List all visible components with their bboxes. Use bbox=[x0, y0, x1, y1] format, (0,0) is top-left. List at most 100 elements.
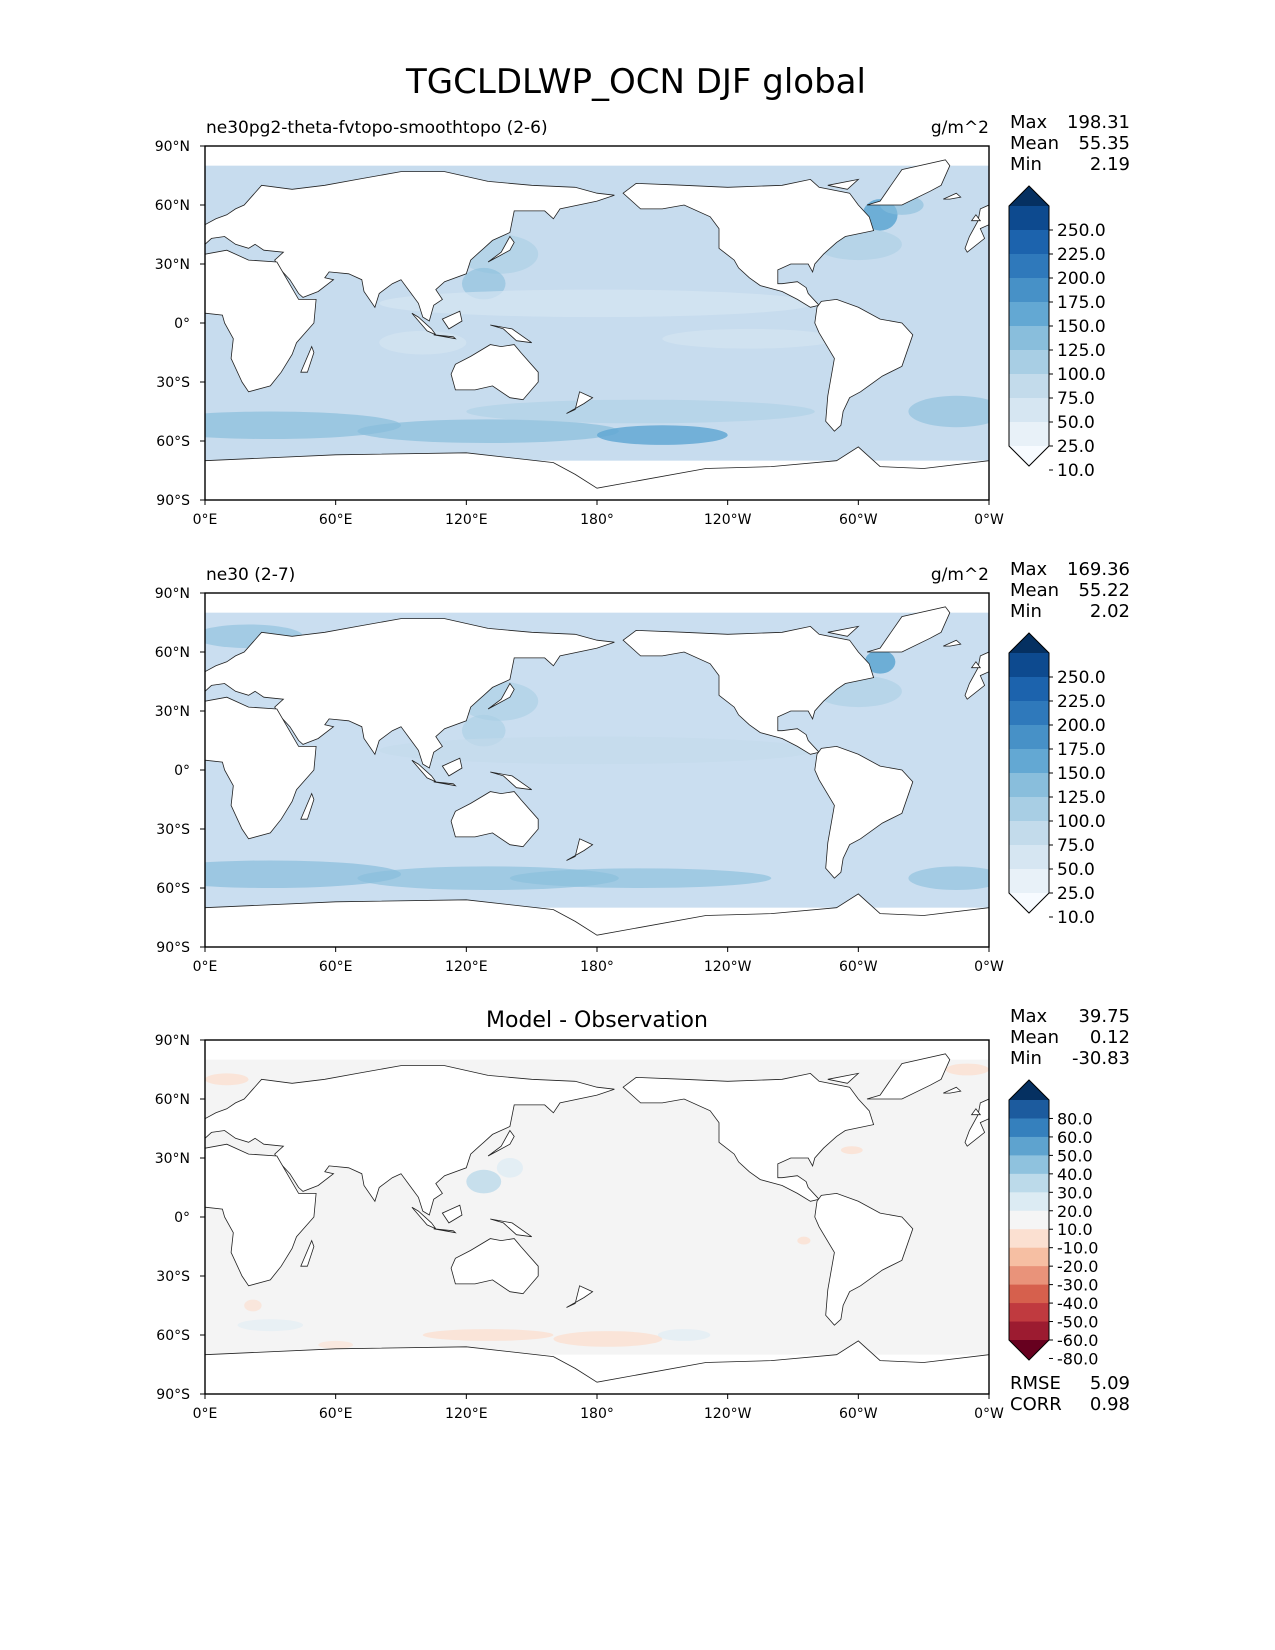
coastline bbox=[411, 1206, 438, 1230]
colorbar-segment bbox=[1009, 230, 1049, 255]
x-tick-label: 120°E bbox=[445, 959, 488, 975]
x-tick-label: 60°W bbox=[839, 1406, 878, 1422]
colorbar-label: 150.0 bbox=[1057, 317, 1106, 337]
y-tick-label: 30°S bbox=[156, 375, 190, 391]
field-anomaly bbox=[466, 1169, 502, 1194]
colorbar-segment bbox=[1009, 821, 1049, 846]
coastline bbox=[566, 391, 594, 414]
units-label: g/m^2 bbox=[931, 565, 989, 585]
field-anomaly bbox=[657, 1329, 711, 1341]
coastline bbox=[866, 159, 951, 206]
y-tick-label: 30°N bbox=[155, 704, 190, 720]
field-anomaly bbox=[908, 866, 989, 890]
colorbar-segment bbox=[1009, 1266, 1049, 1286]
coastline bbox=[411, 312, 438, 336]
stat-label: CORR bbox=[1010, 1394, 1062, 1415]
colorbar-label: 175.0 bbox=[1057, 740, 1106, 760]
coastline bbox=[300, 1239, 315, 1267]
x-tick-label: 180° bbox=[580, 1406, 614, 1422]
y-tick-label: 30°S bbox=[156, 1269, 190, 1285]
colorbar-label: 25.0 bbox=[1057, 437, 1095, 457]
colorbar-label: 75.0 bbox=[1057, 389, 1095, 409]
field-anomaly bbox=[496, 1158, 523, 1178]
coastline bbox=[814, 1192, 914, 1326]
coastline bbox=[964, 204, 989, 253]
colorbar-segment bbox=[1009, 206, 1049, 231]
coastline bbox=[943, 639, 962, 647]
colorbar-segment bbox=[1009, 725, 1049, 750]
map-layers bbox=[205, 606, 989, 947]
y-tick-label: 60°S bbox=[156, 881, 190, 897]
y-tick-label: 60°S bbox=[156, 434, 190, 450]
field-anomaly bbox=[379, 330, 467, 355]
field-anomaly bbox=[553, 1331, 663, 1347]
coastline bbox=[205, 249, 317, 393]
stat-label: Mean bbox=[1010, 1027, 1059, 1048]
field-anomaly bbox=[205, 860, 401, 888]
coastline bbox=[943, 1086, 962, 1094]
stat-label: Max bbox=[1010, 1006, 1048, 1027]
colorbar-segment bbox=[1009, 398, 1049, 423]
coastline bbox=[433, 1228, 457, 1234]
stat-value: 0.12 bbox=[1090, 1027, 1130, 1048]
coastline bbox=[866, 1053, 951, 1100]
field-anomaly bbox=[662, 328, 837, 349]
colorbar-label: 100.0 bbox=[1057, 365, 1106, 385]
stat-value: 55.35 bbox=[1078, 133, 1130, 154]
y-tick-label: 0° bbox=[174, 316, 190, 332]
x-tick-label: 60°E bbox=[319, 1406, 353, 1422]
y-tick-label: 60°S bbox=[156, 1328, 190, 1344]
x-tick-label: 60°E bbox=[319, 512, 353, 528]
coastline bbox=[450, 1238, 539, 1295]
map-layers bbox=[205, 159, 989, 500]
colorbar-label: 60.0 bbox=[1057, 1128, 1093, 1147]
colorbar-segment bbox=[1009, 1247, 1049, 1267]
field-anomaly bbox=[379, 736, 815, 765]
field-anomaly bbox=[379, 289, 815, 318]
coastline bbox=[622, 625, 875, 755]
x-tick-label: 120°E bbox=[445, 512, 488, 528]
coastline bbox=[814, 298, 914, 432]
colorbar-label: 75.0 bbox=[1057, 836, 1095, 856]
colorbar-label: 20.0 bbox=[1057, 1202, 1093, 1221]
field-anomaly bbox=[205, 1073, 249, 1086]
colorbar-segment bbox=[1009, 845, 1049, 870]
y-tick-label: 90°N bbox=[155, 586, 190, 602]
y-tick-label: 0° bbox=[174, 763, 190, 779]
x-tick-label: 0°E bbox=[193, 959, 218, 975]
coastline bbox=[300, 345, 315, 373]
stat-value: -30.83 bbox=[1072, 1048, 1130, 1069]
stat-value: 55.22 bbox=[1078, 580, 1130, 601]
y-tick-label: 30°S bbox=[156, 822, 190, 838]
coastline bbox=[970, 661, 982, 669]
stat-label: Min bbox=[1010, 1048, 1042, 1069]
colorbar-segment bbox=[1009, 653, 1049, 678]
x-tick-label: 180° bbox=[580, 959, 614, 975]
field-anomaly bbox=[864, 650, 896, 674]
coastline bbox=[433, 334, 457, 340]
colorbar-segment bbox=[1009, 701, 1049, 726]
colorbar-segment bbox=[1009, 1192, 1049, 1212]
field-anomaly bbox=[422, 1329, 554, 1341]
colorbar: 80.060.050.040.030.020.010.0-10.0-20.0-3… bbox=[1008, 1079, 1098, 1368]
colorbar: 250.0 225.0 200.0 175.0 150.0 125.0 100.0 75.0 5… bbox=[1008, 185, 1106, 481]
stat-value: 39.75 bbox=[1078, 1006, 1130, 1027]
colorbar: 250.0 225.0 200.0 175.0 150.0 125.0 100.0 75.0 5… bbox=[1008, 632, 1106, 928]
colorbar-label: 10.0 bbox=[1057, 1220, 1093, 1239]
coastline bbox=[827, 178, 860, 190]
stat-value: 198.31 bbox=[1067, 112, 1130, 133]
colorbar-label: 225.0 bbox=[1057, 245, 1106, 265]
stat-value: 2.19 bbox=[1090, 154, 1130, 175]
field-anomaly bbox=[908, 395, 989, 428]
colorbar-label: 125.0 bbox=[1057, 788, 1106, 808]
coastline bbox=[827, 1072, 860, 1084]
coastline bbox=[490, 771, 532, 791]
stat-label: Max bbox=[1010, 112, 1048, 133]
colorbar-segment bbox=[1009, 1173, 1049, 1193]
coastline bbox=[205, 1340, 989, 1394]
x-tick-label: 120°E bbox=[445, 1406, 488, 1422]
stat-value: 2.02 bbox=[1090, 601, 1130, 622]
colorbar-segment bbox=[1009, 326, 1049, 351]
coastline bbox=[970, 1108, 982, 1116]
colorbar-label: 200.0 bbox=[1057, 269, 1106, 289]
